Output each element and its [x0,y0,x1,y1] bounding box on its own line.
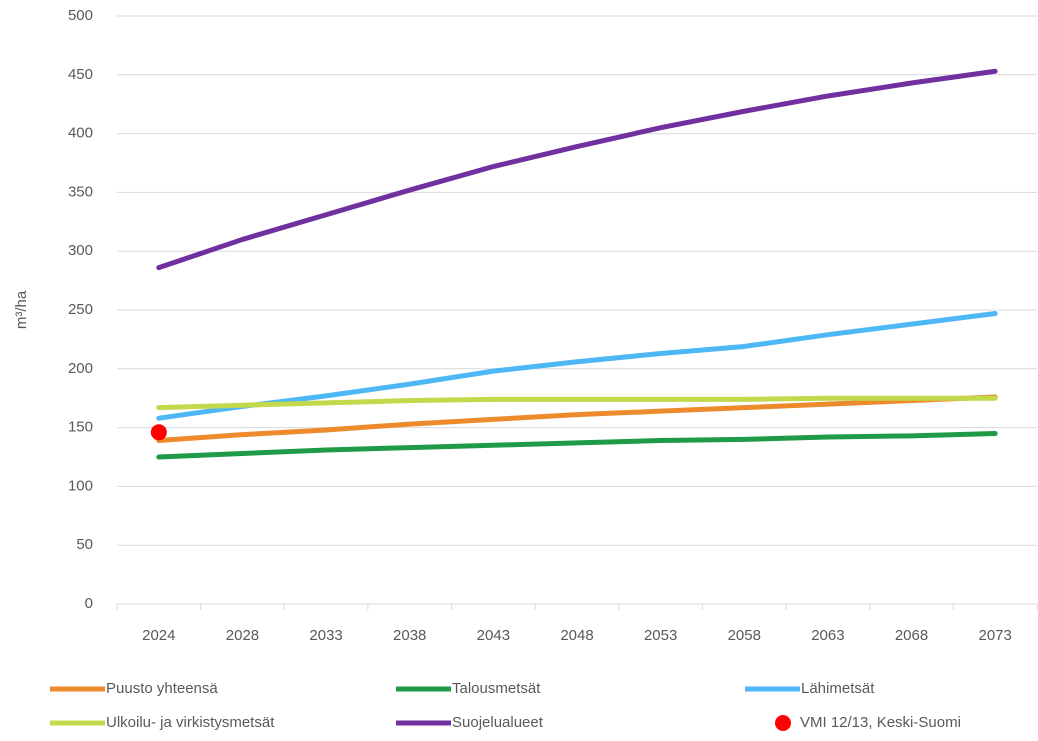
line [156,430,998,460]
y-tick-label: 0 [85,595,93,612]
legend-label: Suojelualueet [452,714,544,731]
line [156,68,998,271]
legend-label: Lähimetsät [801,680,875,697]
legend-marker [775,715,791,731]
y-tick-label: 100 [68,477,93,494]
y-tick-label: 150 [68,419,93,436]
x-tick-label: 2053 [644,627,677,644]
x-tick-label: 2048 [560,627,593,644]
x-tick-label: 2058 [728,627,761,644]
y-tick-label: 450 [68,66,93,83]
x-tick-label: 2028 [226,627,259,644]
legend-label: Puusto yhteensä [106,680,218,697]
line [156,394,998,444]
x-tick-label: 2033 [309,627,342,644]
y-tick-label: 350 [68,183,93,200]
legend-label: Ulkoilu- ja virkistysmetsät [106,714,275,731]
line [156,311,998,421]
legend-label: VMI 12/13, Keski-Suomi [800,714,961,731]
x-tick-label: 2038 [393,627,426,644]
x-tick-label: 2073 [978,627,1011,644]
y-tick-label: 300 [68,242,93,259]
y-tick-label: 400 [68,125,93,142]
y-tick-label: 200 [68,360,93,377]
y-tick-label: 500 [68,7,93,24]
x-tick-label: 2068 [895,627,928,644]
x-tick-label: 2024 [142,627,175,644]
y-tick-label: 50 [76,536,93,553]
y-axis-label: m³/ha [13,290,30,329]
legend-label: Talousmetsät [452,680,541,697]
marker [150,424,167,441]
x-tick-label: 2063 [811,627,844,644]
line [156,395,998,411]
y-tick-label: 250 [68,301,93,318]
x-tick-label: 2043 [477,627,510,644]
